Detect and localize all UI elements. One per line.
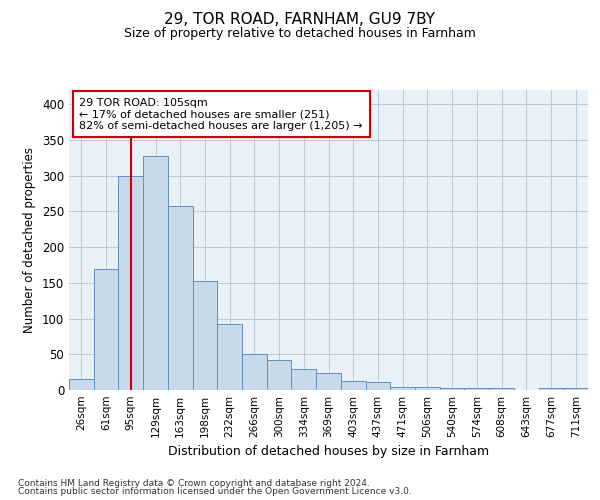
Text: Contains public sector information licensed under the Open Government Licence v3: Contains public sector information licen… (18, 487, 412, 496)
Bar (539, 388, 563, 390)
Bar (390, 387, 415, 390)
Bar (365, 382, 390, 390)
Bar (292, 368, 316, 390)
Bar (440, 388, 464, 390)
Text: 29, TOR ROAD, FARNHAM, GU9 7BY: 29, TOR ROAD, FARNHAM, GU9 7BY (164, 12, 436, 28)
Y-axis label: Number of detached properties: Number of detached properties (23, 147, 37, 333)
Bar (316, 373, 341, 390)
Bar (69, 380, 94, 390)
Bar (193, 282, 217, 390)
Bar (168, 206, 193, 390)
Bar (242, 354, 267, 390)
Bar (563, 388, 588, 390)
Bar (267, 360, 292, 390)
Bar (341, 380, 365, 390)
Text: Size of property relative to detached houses in Farnham: Size of property relative to detached ho… (124, 28, 476, 40)
Bar (489, 388, 514, 390)
Bar (94, 268, 118, 390)
Text: Contains HM Land Registry data © Crown copyright and database right 2024.: Contains HM Land Registry data © Crown c… (18, 478, 370, 488)
Bar (464, 388, 489, 390)
Bar (217, 324, 242, 390)
X-axis label: Distribution of detached houses by size in Farnham: Distribution of detached houses by size … (168, 446, 489, 458)
Bar (118, 176, 143, 390)
Text: 29 TOR ROAD: 105sqm
← 17% of detached houses are smaller (251)
82% of semi-detac: 29 TOR ROAD: 105sqm ← 17% of detached ho… (79, 98, 363, 130)
Bar (415, 387, 440, 390)
Bar (143, 156, 168, 390)
